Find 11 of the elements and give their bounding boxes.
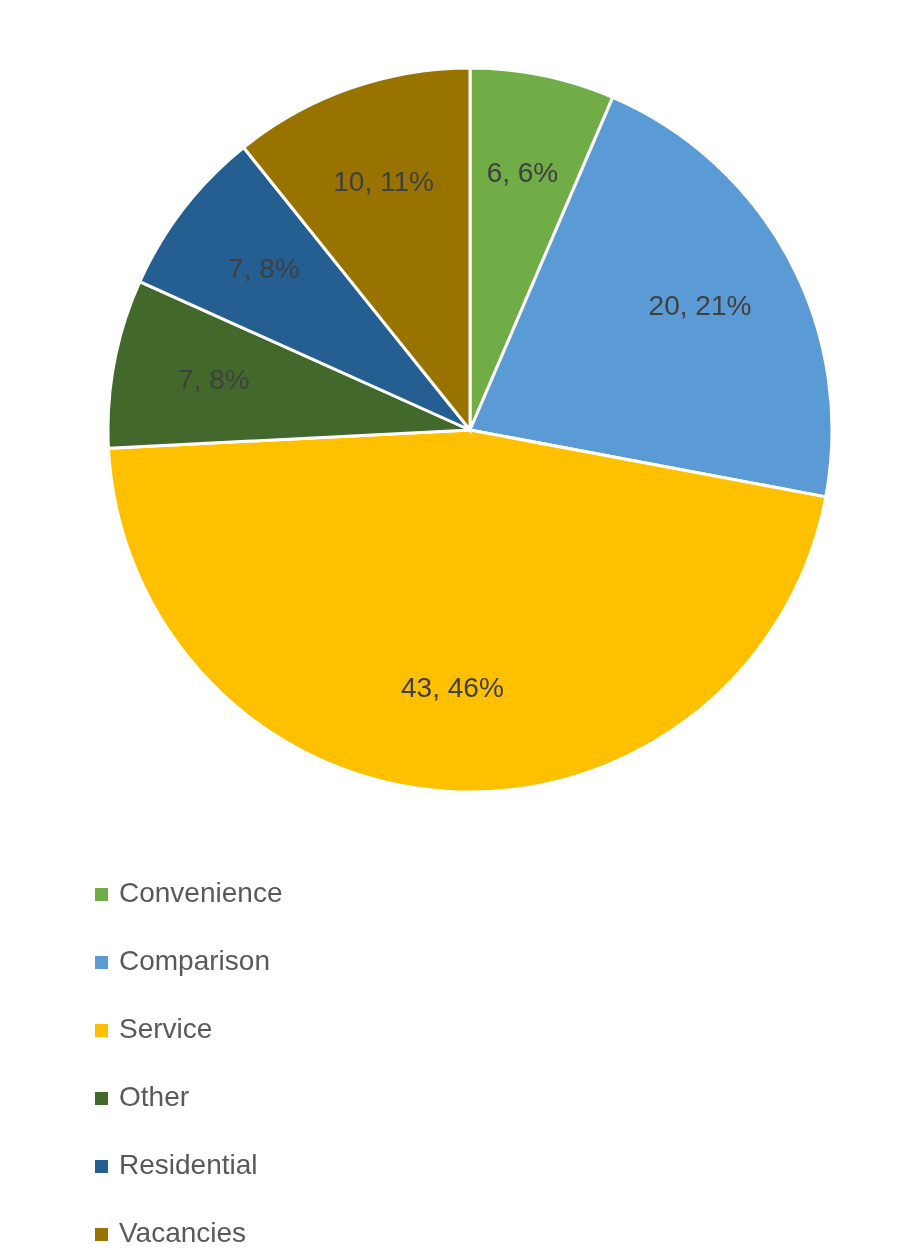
legend-label: Other — [119, 1081, 190, 1113]
legend-label: Convenience — [119, 877, 283, 909]
legend-label: Comparison — [119, 945, 270, 977]
legend-label: Residential — [119, 1149, 258, 1181]
data-label: 10, 11% — [333, 166, 434, 198]
data-label: 6, 6% — [486, 157, 559, 189]
data-label: 7, 8% — [228, 252, 300, 284]
legend-label: Service — [119, 1013, 213, 1045]
legend-label: Vacancies — [119, 1217, 247, 1249]
data-label: 20, 21% — [648, 289, 752, 321]
data-label: 43, 46% — [401, 672, 504, 704]
